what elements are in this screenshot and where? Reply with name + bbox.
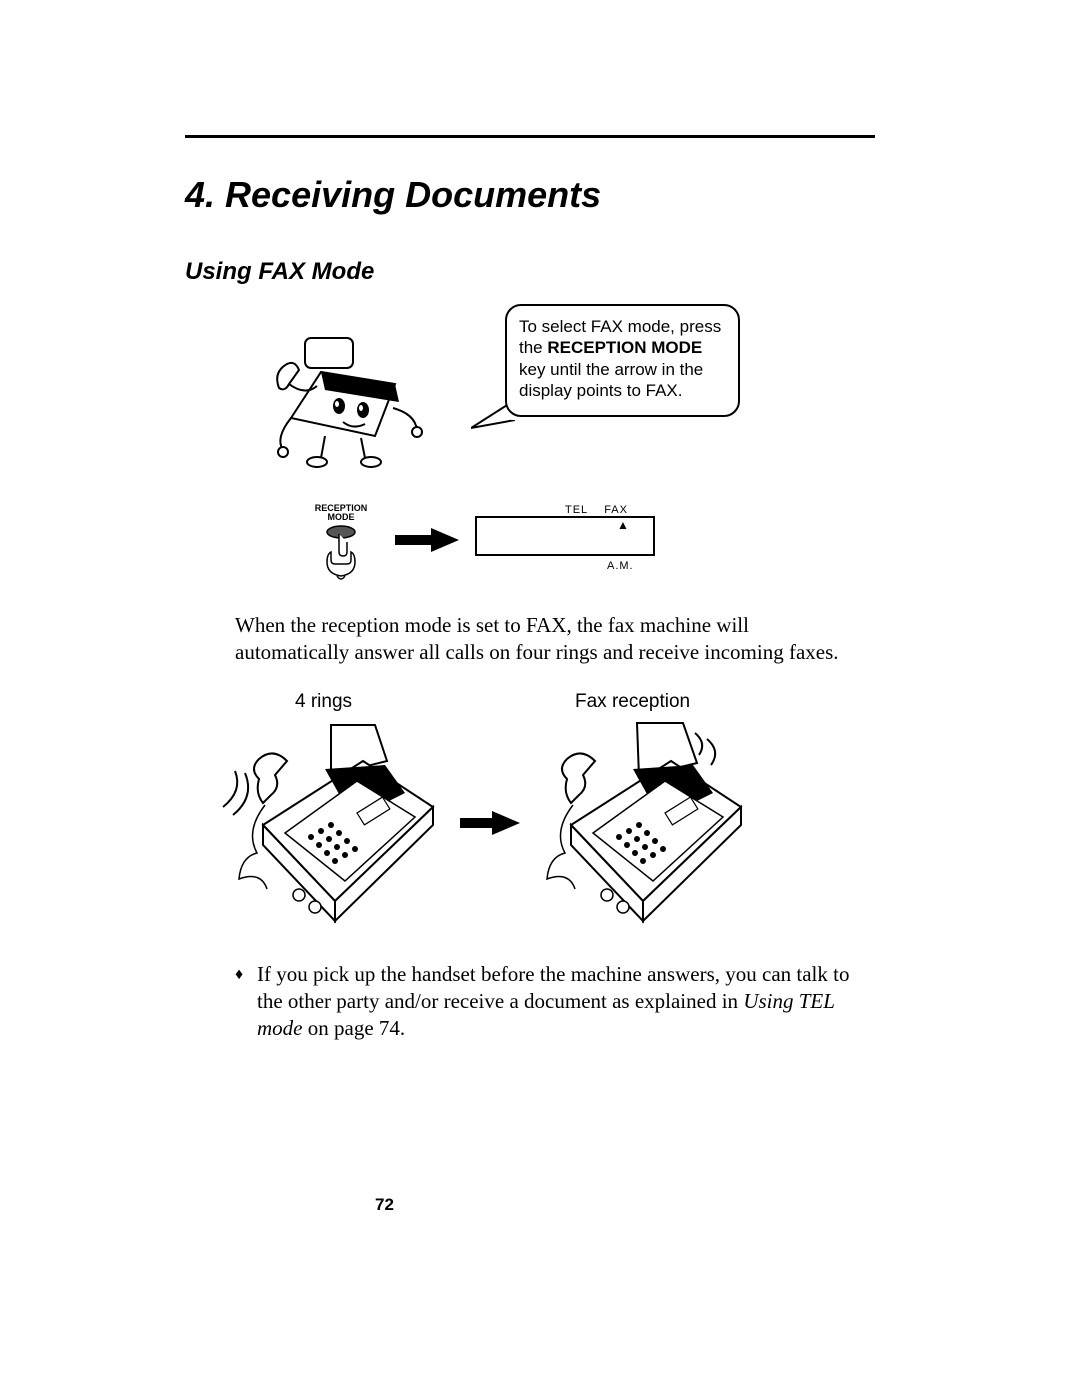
flow-row: 4 rings Fax reception [215, 691, 875, 951]
speech-bubble: To select FAX mode, press the RECEPTION … [505, 304, 740, 417]
fax-cartoon-icon [265, 328, 445, 478]
lcd-pointer-icon: ▲ [617, 518, 629, 532]
bullet-text-2: on page 74. [303, 1016, 406, 1040]
mode-row: RECEPTION MODE TEL FAX ▲ A.M. [285, 504, 875, 594]
lcd-tel-label: TEL [565, 504, 588, 516]
lcd-fax-label: FAX [604, 504, 628, 516]
arrow-right-icon [460, 811, 520, 835]
fax-receiving-icon [525, 721, 755, 931]
diamond-bullet-icon: ♦ [235, 965, 243, 986]
flow-label-left: 4 rings [295, 691, 352, 713]
finger-press-icon [319, 524, 363, 584]
page-number: 72 [375, 1195, 394, 1215]
speech-text-2: key until the arrow in the display point… [519, 360, 703, 400]
page-content: 4. Receiving Documents Using FAX Mode [185, 135, 875, 1042]
arrow-right-icon [395, 528, 459, 552]
chapter-title: 4. Receiving Documents [185, 174, 875, 216]
lcd-am-label: A.M. [607, 560, 634, 572]
fax-ringing-icon [215, 721, 445, 931]
flow-label-right: Fax reception [575, 691, 690, 713]
hero-illustration: To select FAX mode, press the RECEPTION … [265, 304, 875, 484]
body-paragraph: When the reception mode is set to FAX, t… [235, 612, 855, 667]
mode-label-2: MODE [305, 513, 377, 522]
lcd-top-labels: TEL FAX [565, 504, 628, 516]
section-title: Using FAX Mode [185, 258, 875, 286]
horizontal-rule [185, 135, 875, 138]
speech-bold: RECEPTION MODE [547, 338, 702, 357]
mode-button-label: RECEPTION MODE [305, 504, 377, 523]
bullet-paragraph: ♦ If you pick up the handset before the … [235, 961, 875, 1043]
